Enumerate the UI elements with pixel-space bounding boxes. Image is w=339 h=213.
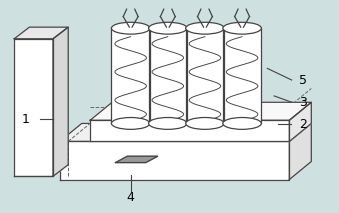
Text: 3: 3 <box>299 96 307 109</box>
Polygon shape <box>90 102 311 120</box>
Polygon shape <box>60 123 311 141</box>
Polygon shape <box>53 27 68 176</box>
Text: 4: 4 <box>127 191 135 204</box>
FancyBboxPatch shape <box>148 28 187 123</box>
Polygon shape <box>290 123 311 180</box>
FancyBboxPatch shape <box>112 28 150 123</box>
Polygon shape <box>14 27 68 39</box>
Polygon shape <box>60 141 290 180</box>
Ellipse shape <box>112 22 150 34</box>
Ellipse shape <box>186 22 224 34</box>
Polygon shape <box>14 39 53 176</box>
Ellipse shape <box>148 22 187 34</box>
Text: 5: 5 <box>299 73 307 86</box>
Polygon shape <box>90 120 290 141</box>
Ellipse shape <box>186 118 224 129</box>
FancyBboxPatch shape <box>223 28 261 123</box>
Text: 2: 2 <box>299 118 307 131</box>
Text: 1: 1 <box>22 113 30 126</box>
Polygon shape <box>116 156 158 163</box>
Polygon shape <box>290 102 311 141</box>
Ellipse shape <box>112 118 150 129</box>
Ellipse shape <box>148 118 187 129</box>
FancyBboxPatch shape <box>186 28 224 123</box>
Ellipse shape <box>223 118 261 129</box>
Ellipse shape <box>223 22 261 34</box>
